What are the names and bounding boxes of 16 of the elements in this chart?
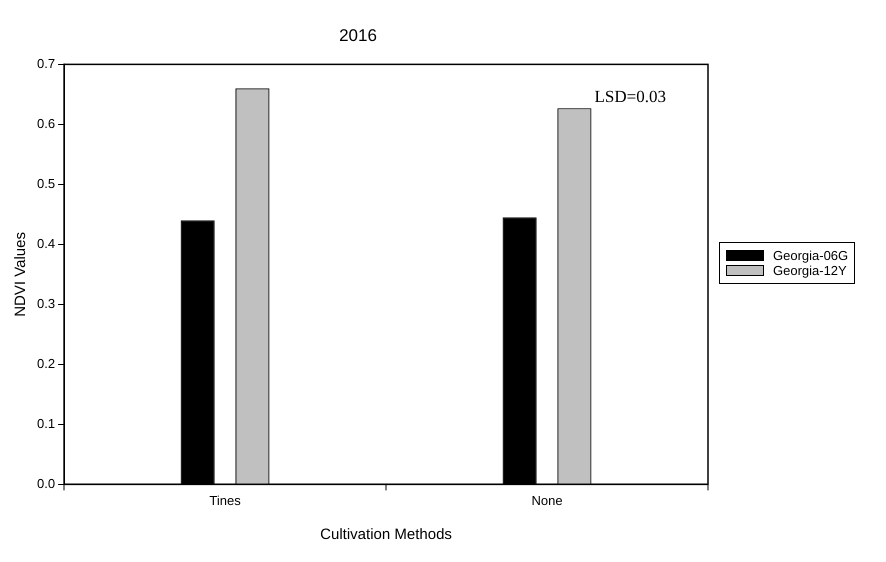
legend-label: Georgia-12Y — [773, 263, 847, 278]
y-tick-label: 0.7 — [36, 56, 56, 71]
y-tick-label: 0.1 — [36, 416, 56, 431]
y-tick-label: 0.5 — [36, 176, 56, 191]
legend-label: Georgia-06G — [773, 248, 848, 264]
y-axis-title: NDVI Values — [12, 232, 30, 317]
x-tick-label: Tines — [209, 492, 242, 508]
x-tick-label: None — [531, 492, 563, 508]
y-tick-label: 0.3 — [36, 296, 56, 311]
y-tick-label: 0.6 — [36, 116, 56, 131]
annotation: LSD=0.03 — [594, 86, 666, 106]
y-tick-label: 0.2 — [36, 356, 56, 371]
x-axis-title: Cultivation Methods — [320, 526, 452, 544]
y-tick-label: 0.4 — [36, 236, 56, 251]
y-tick-label: 0.0 — [36, 476, 56, 491]
chart-title: 2016 — [339, 26, 377, 45]
